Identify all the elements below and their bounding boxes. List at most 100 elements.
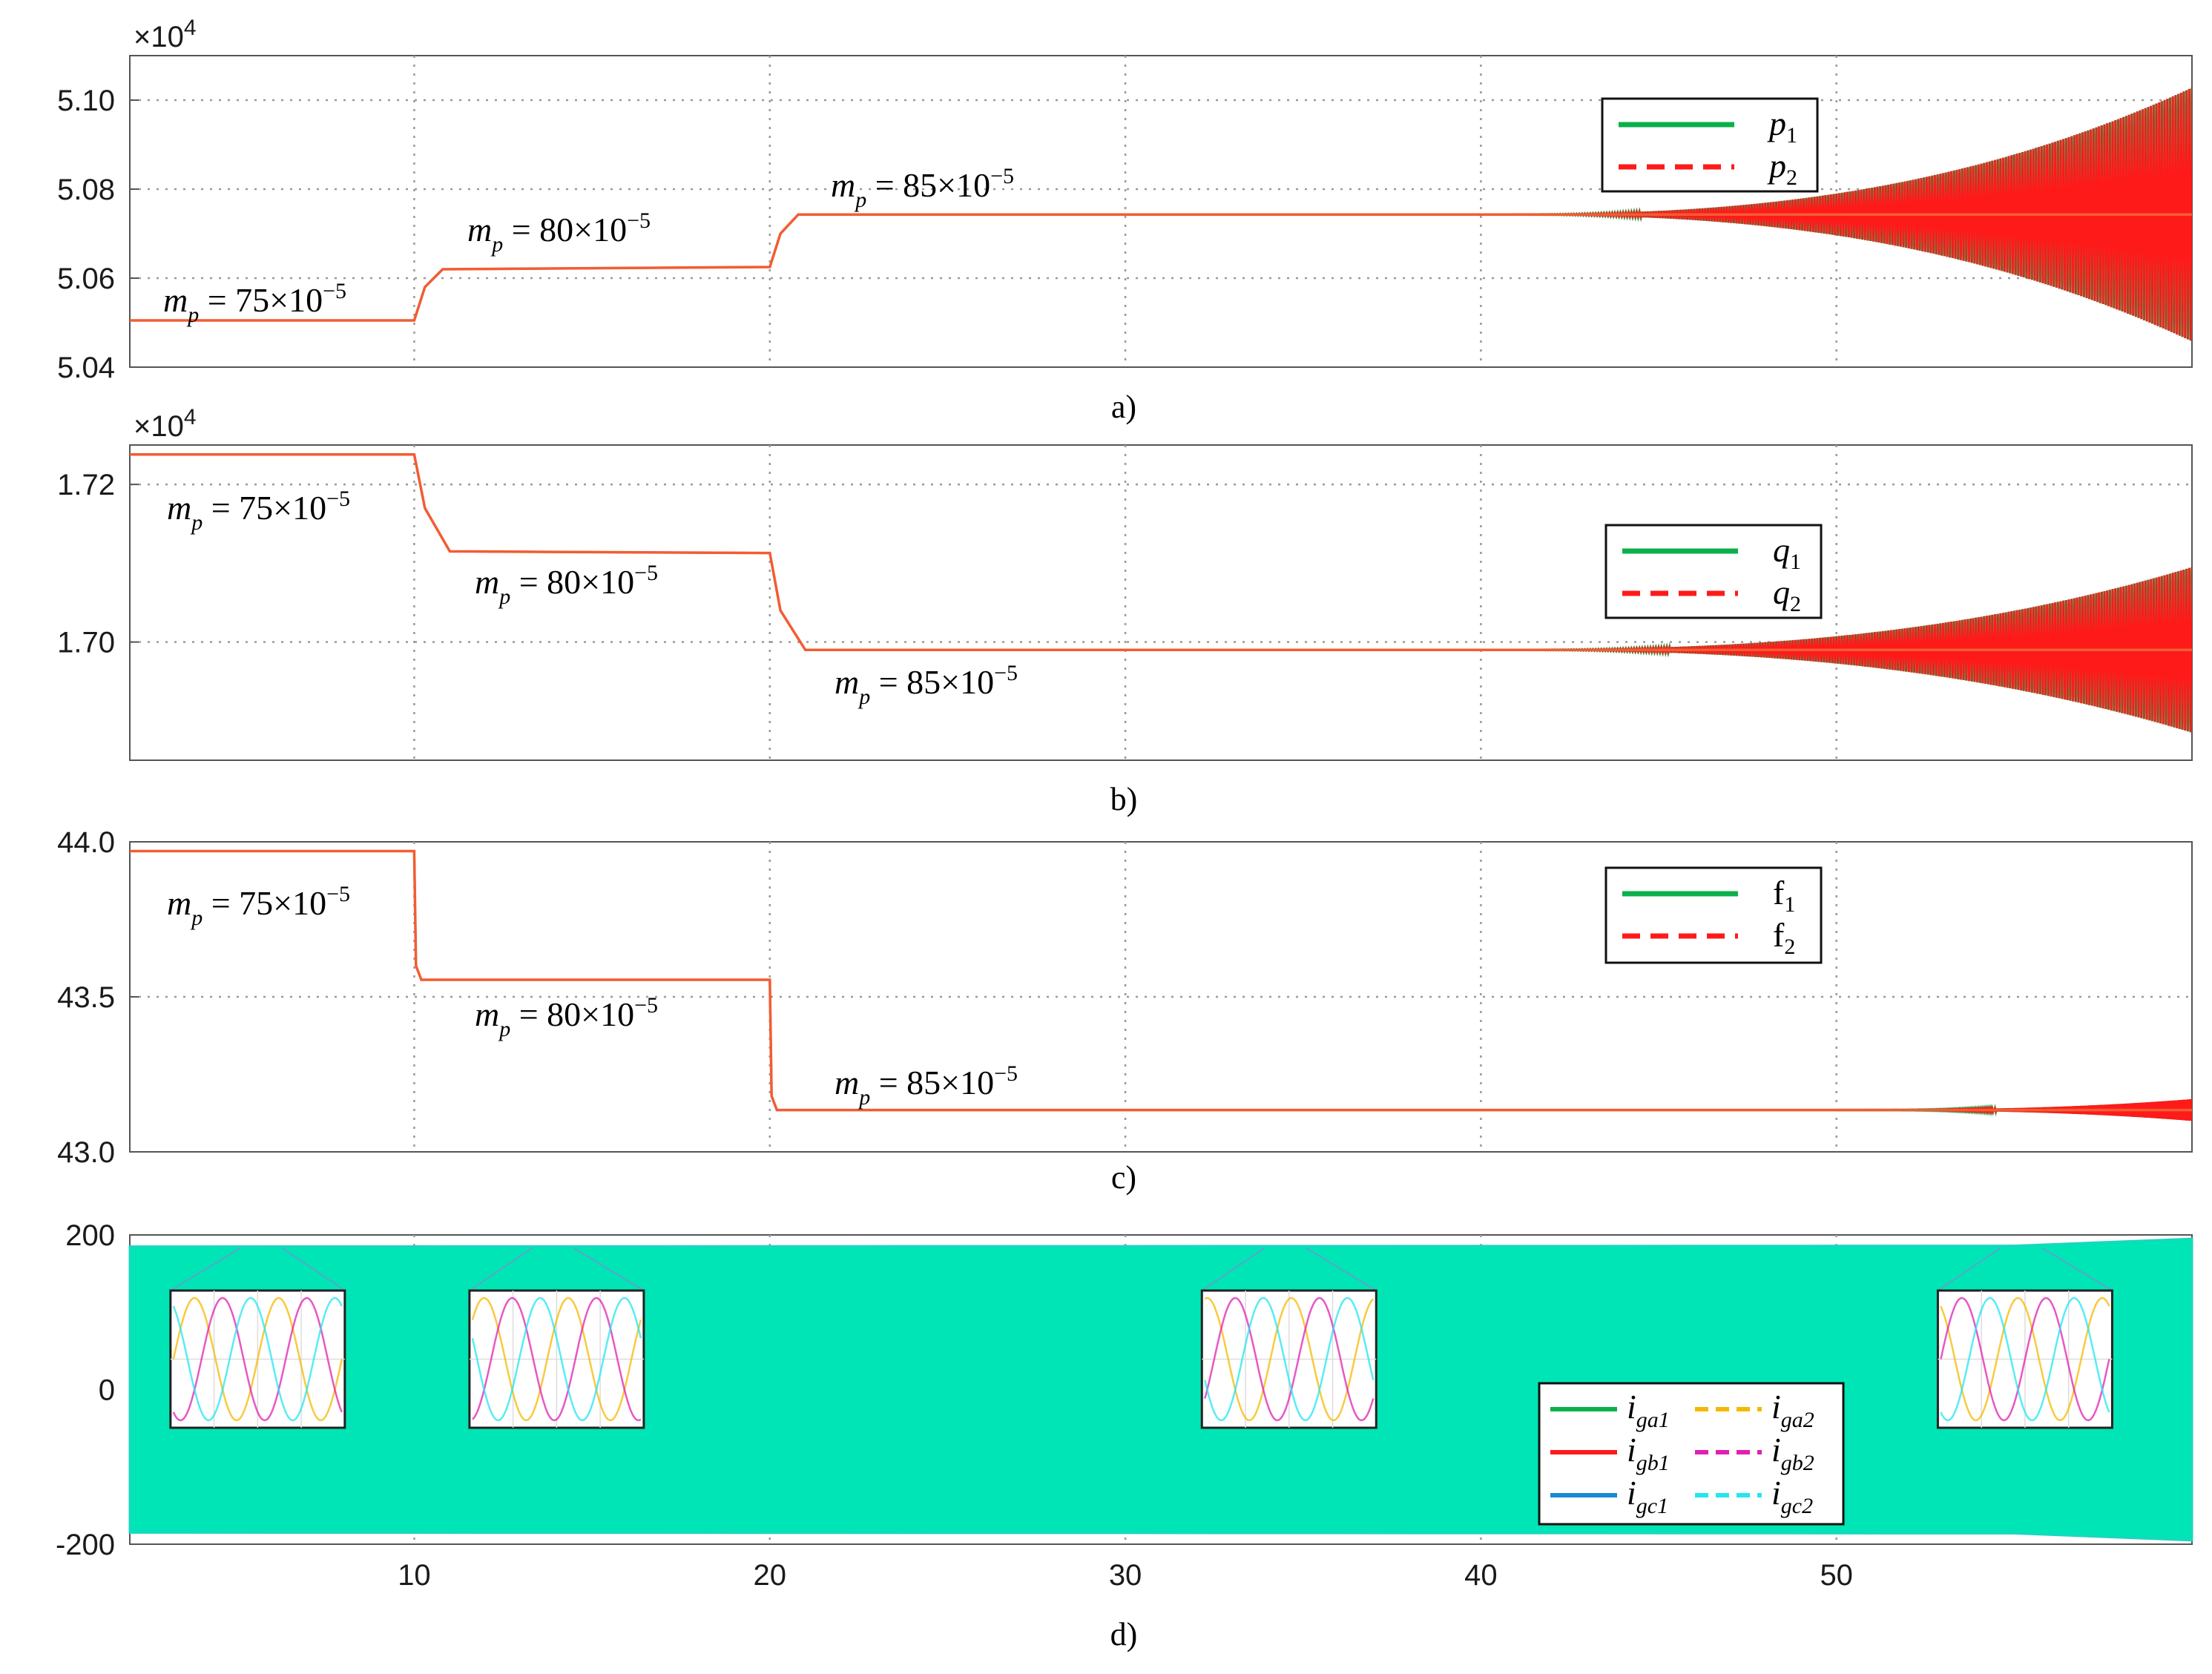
mp-annotation: mp = 85×10−5 xyxy=(831,164,1014,212)
text-part: −5 xyxy=(634,993,658,1018)
text-part: 1 xyxy=(1790,550,1801,574)
inset-wave-yellow xyxy=(172,1296,343,1422)
panel-caption: a) xyxy=(1111,389,1136,425)
x-tick-label: 10 xyxy=(398,1559,431,1592)
legend-label: igc2 xyxy=(1771,1474,1813,1518)
zoom-inset xyxy=(169,1247,346,1429)
text-part: i xyxy=(1771,1431,1781,1469)
text-part: p xyxy=(186,303,199,327)
text-part: m xyxy=(163,281,188,319)
text-part: −5 xyxy=(994,1061,1018,1086)
inset-wave-magenta xyxy=(472,1296,642,1422)
text-part: = 80×10 xyxy=(510,995,634,1033)
mp-annotation: mp = 75×10−5 xyxy=(163,279,346,327)
text-part: i xyxy=(1771,1474,1781,1512)
legend-label: p2 xyxy=(1767,147,1797,190)
text-part: −5 xyxy=(326,882,350,906)
inset-wave-magenta xyxy=(1940,1296,2110,1422)
series-group xyxy=(130,453,2192,733)
legend-label: p1 xyxy=(1767,105,1797,148)
y-tick-label: -200 xyxy=(56,1529,115,1561)
text-part: 2 xyxy=(1790,592,1801,616)
x-tick-label: 20 xyxy=(754,1559,787,1592)
y-tick-label: 5.04 xyxy=(57,352,115,384)
text-part: −5 xyxy=(323,279,346,303)
mp-annotation: mp = 80×10−5 xyxy=(475,993,658,1041)
series-group xyxy=(130,849,2192,1121)
text-part: q xyxy=(1773,573,1790,611)
y-tick-label: 0 xyxy=(99,1374,115,1407)
zoom-line xyxy=(1306,1247,1377,1291)
text-part: −5 xyxy=(326,487,350,511)
text-part: m xyxy=(831,166,855,204)
text-part: ga2 xyxy=(1781,1408,1814,1432)
legend-label: iga2 xyxy=(1771,1388,1814,1432)
panel-caption: d) xyxy=(1110,1616,1138,1652)
text-part: p xyxy=(858,685,870,709)
text-part: p xyxy=(498,1017,510,1041)
text-part: 4 xyxy=(184,405,197,429)
text-part: p xyxy=(1767,105,1786,142)
text-part: m xyxy=(475,563,499,601)
zoom-line xyxy=(281,1247,346,1291)
text-part: = 75×10 xyxy=(199,281,323,319)
plot-area xyxy=(129,841,2193,1153)
text-part: f xyxy=(1773,916,1785,954)
mp-annotation: mp = 85×10−5 xyxy=(835,661,1018,709)
y-tick-label: 5.08 xyxy=(57,174,115,206)
inset-wave-cyan xyxy=(1204,1296,1375,1422)
text-part: −5 xyxy=(994,661,1018,685)
text-part: gc2 xyxy=(1781,1494,1813,1518)
series-q2 xyxy=(130,453,2192,652)
text-part: p xyxy=(498,584,510,609)
text-part: ×10 xyxy=(134,410,184,443)
text-part: ga1 xyxy=(1636,1408,1670,1432)
text-part: = 85×10 xyxy=(866,166,990,204)
inset-wave-yellow xyxy=(1940,1296,2110,1422)
y-tick-label: 200 xyxy=(65,1219,115,1252)
text-part: 2 xyxy=(1784,935,1795,959)
mp-annotation: mp = 75×10−5 xyxy=(167,487,350,535)
legend-label: f1 xyxy=(1773,874,1795,917)
mp-annotation: mp = 80×10−5 xyxy=(475,561,658,609)
legend-label: igb2 xyxy=(1771,1431,1814,1475)
text-part: p xyxy=(490,232,503,257)
axis-multiplier: ×104 xyxy=(134,405,197,443)
text-part: f xyxy=(1773,874,1785,912)
panel-caption: b) xyxy=(1110,781,1138,817)
text-part: −5 xyxy=(634,561,658,585)
text-part: ×10 xyxy=(134,21,184,53)
inset-wave-magenta xyxy=(1204,1296,1375,1422)
series-group xyxy=(130,88,2192,341)
zoom-line xyxy=(170,1247,241,1291)
mp-annotation: mp = 80×10−5 xyxy=(467,208,651,257)
text-part: i xyxy=(1627,1474,1636,1512)
series-f2 xyxy=(130,849,2192,1112)
text-part: 1 xyxy=(1786,123,1797,148)
text-part: −5 xyxy=(990,164,1014,188)
zoom-line xyxy=(573,1247,645,1291)
legend-box xyxy=(1604,866,1823,964)
text-part: 4 xyxy=(184,16,197,40)
text-part: p xyxy=(190,906,203,930)
panel-c-frequency: 43.043.544.0c)mp = 75×10−5mp = 80×10−5mp… xyxy=(57,826,2193,1196)
zoom-inset xyxy=(468,1247,645,1429)
text-part: = 80×10 xyxy=(510,563,634,601)
text-part: i xyxy=(1627,1431,1636,1469)
text-part: m xyxy=(167,489,191,527)
legend-box xyxy=(1604,524,1823,619)
text-part: 2 xyxy=(1786,165,1797,190)
zoom-line xyxy=(1201,1247,1265,1291)
legend-label: igb1 xyxy=(1627,1431,1670,1475)
y-tick-label: 1.70 xyxy=(57,627,115,659)
legend-label: q2 xyxy=(1773,573,1801,616)
legend-label: f2 xyxy=(1773,916,1795,959)
zoom-inset xyxy=(1200,1247,1377,1429)
text-part: gc1 xyxy=(1636,1494,1668,1518)
text-part: p xyxy=(1767,147,1786,185)
